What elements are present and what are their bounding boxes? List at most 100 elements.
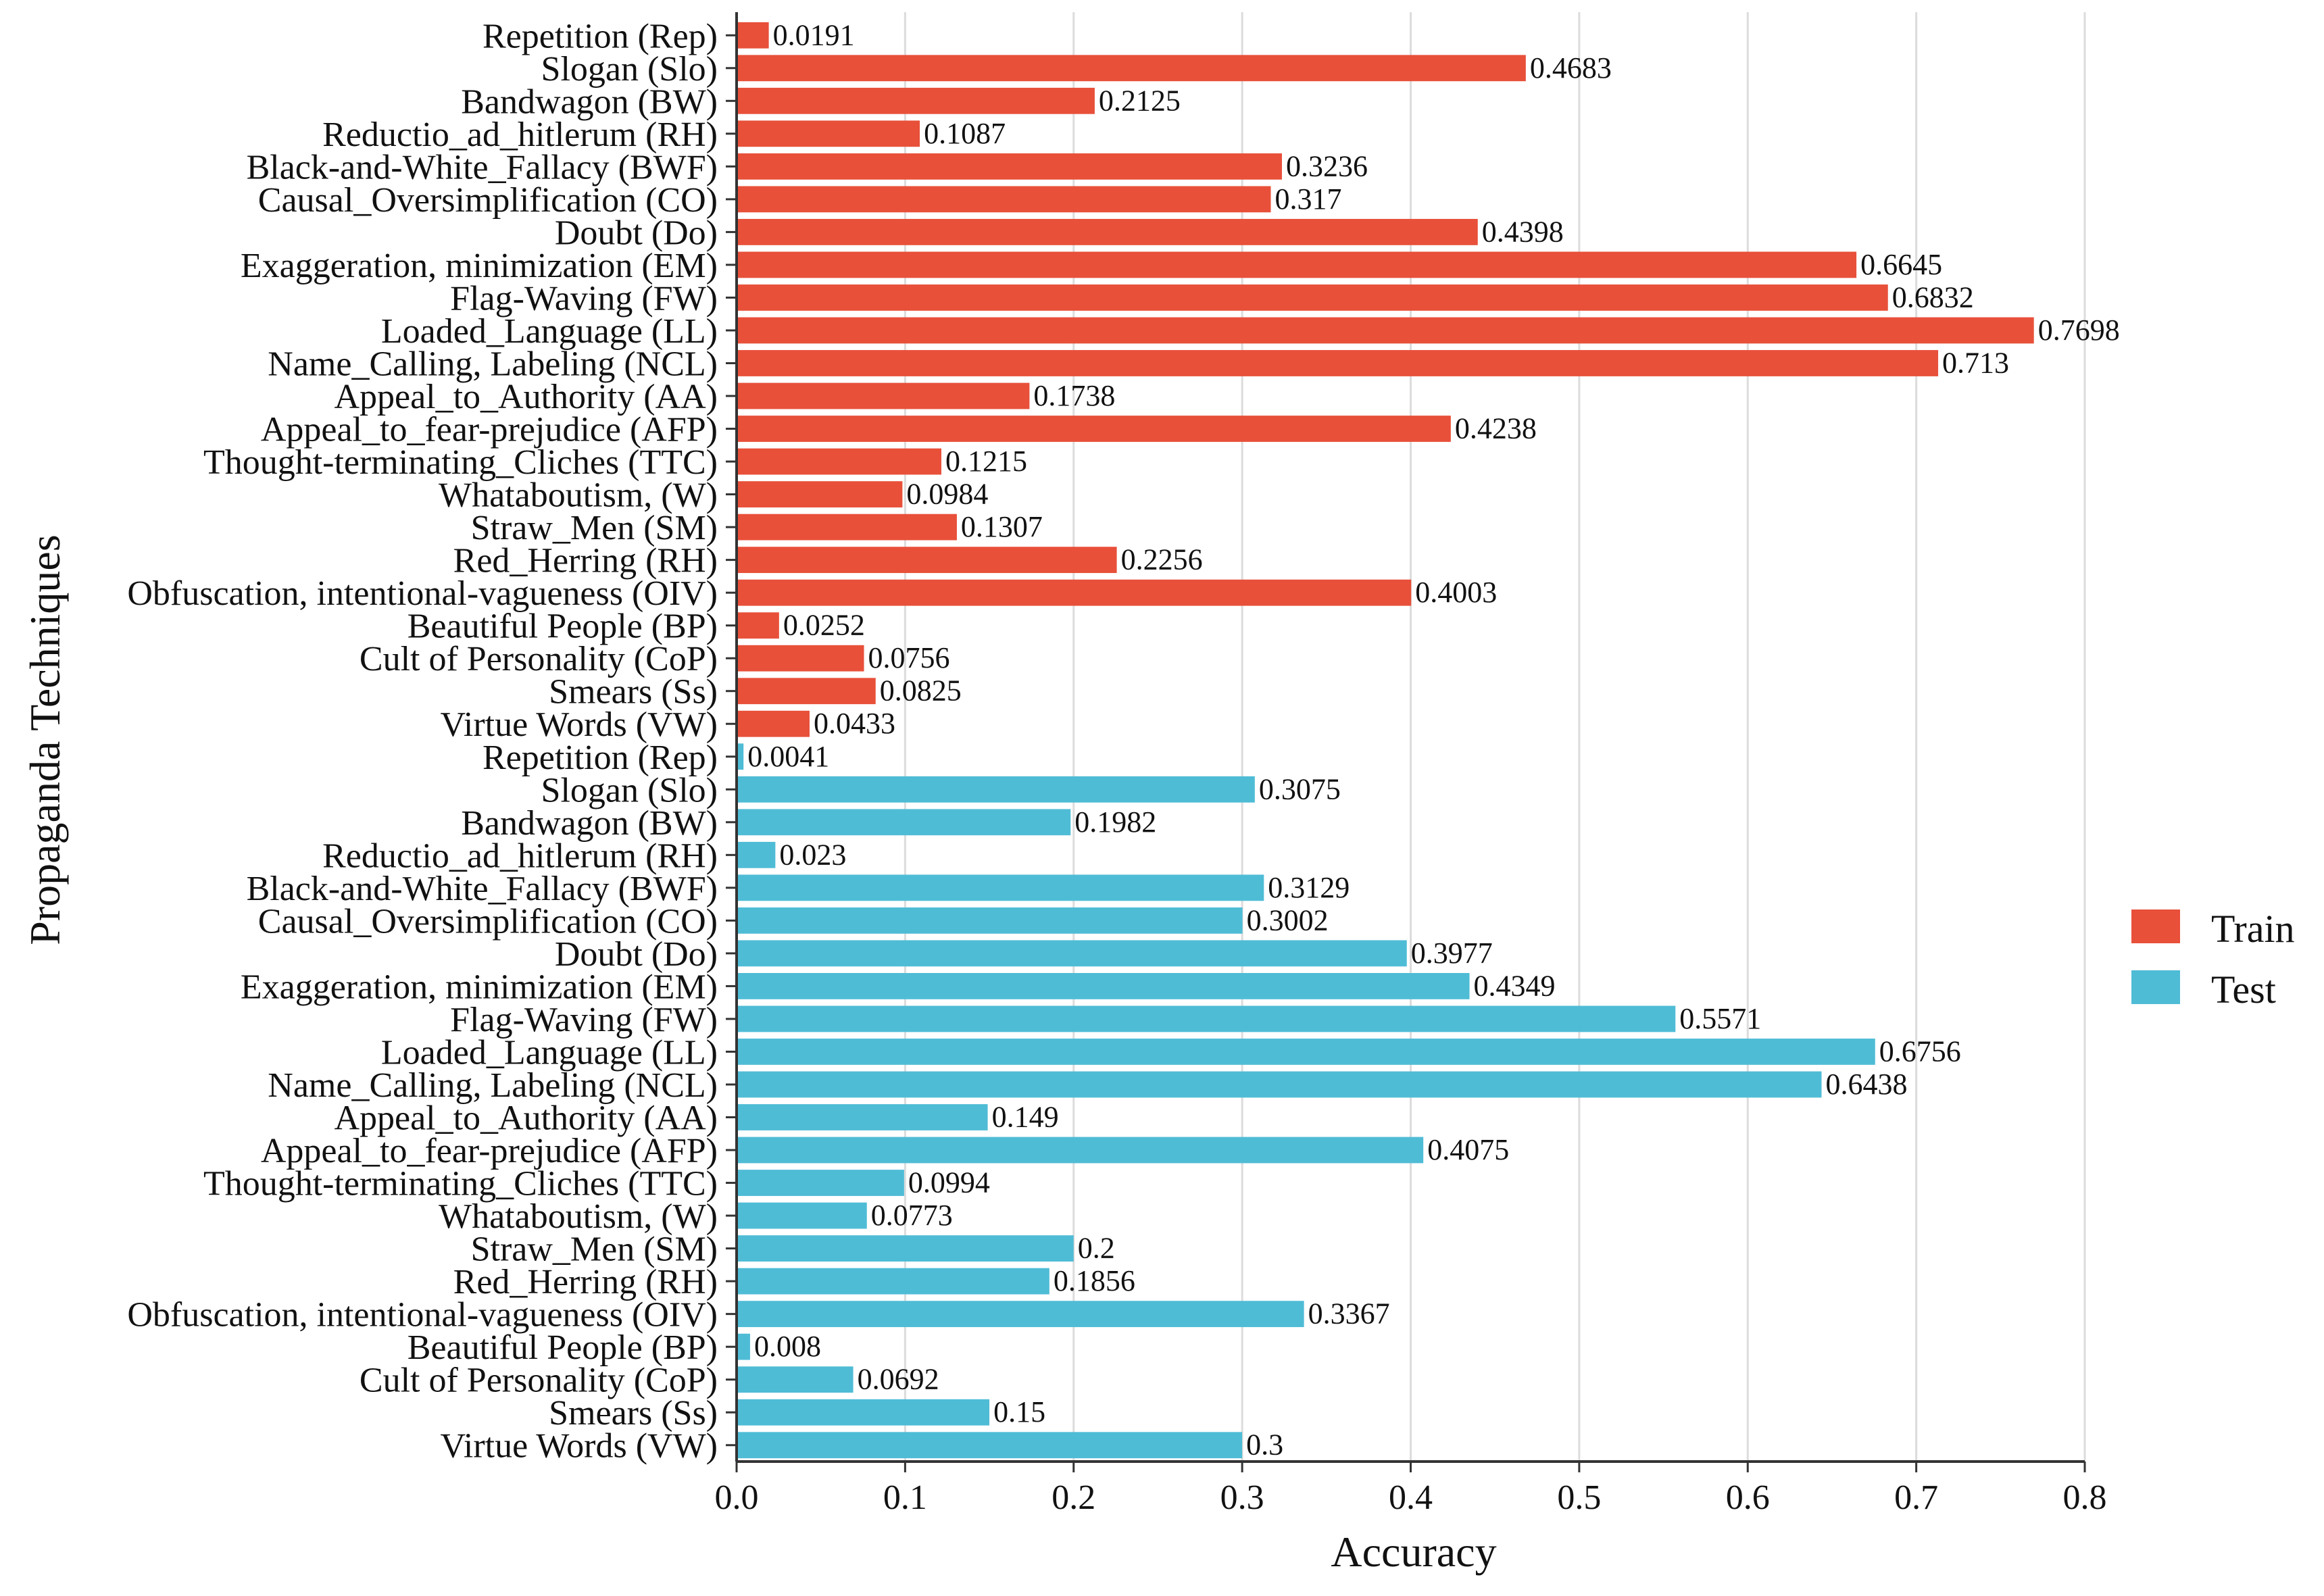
y-tick-label: Obfuscation, intentional-vagueness (OIV): [127, 574, 718, 613]
y-tick-label: Cult of Personality (CoP): [360, 640, 718, 678]
bar-value-label: 0.0252: [783, 609, 865, 642]
y-tick-label: Smears (Ss): [549, 1394, 718, 1432]
bar-value-label: 0.0773: [871, 1199, 953, 1232]
y-tick-label: Thought-terminating_Cliches (TTC): [203, 443, 718, 482]
y-tick-label: Straw_Men (SM): [471, 509, 718, 547]
bar-train: [737, 120, 920, 147]
bar-value-label: 0.7698: [2038, 314, 2120, 347]
bar-test: [737, 1235, 1074, 1262]
bar-train: [737, 514, 957, 541]
y-tick-label: Appeal_to_fear-prejudice (AFP): [261, 411, 718, 449]
bar-test: [737, 973, 1470, 999]
bar-value-label: 0.0041: [747, 740, 829, 773]
x-tick-label: 0.4: [1389, 1478, 1433, 1517]
bars-layer: [737, 22, 2034, 1459]
bar-train: [737, 579, 1412, 606]
bar-value-label: 0.2256: [1121, 543, 1203, 576]
y-tick-label: Whataboutism, (W): [439, 476, 718, 515]
y-tick-label: Doubt (Do): [555, 935, 718, 974]
bar-test: [737, 1039, 1875, 1065]
x-tick-label: 0.2: [1052, 1478, 1095, 1517]
bar-value-label: 0.4075: [1427, 1133, 1509, 1166]
bar-value-label: 0.4238: [1455, 412, 1537, 445]
bar-test: [737, 1170, 904, 1196]
y-tick-label: Causal_Oversimplification (CO): [258, 181, 718, 220]
bar-value-label: 0.4398: [1482, 215, 1564, 248]
y-tick-label: Straw_Men (SM): [471, 1230, 718, 1269]
bar-value-label: 0.0756: [868, 641, 950, 674]
bar-value-label: 0.6756: [1879, 1034, 1961, 1068]
y-tick-label: Red_Herring (RH): [453, 542, 718, 580]
y-tick-label: Flag-Waving (FW): [450, 1001, 718, 1039]
y-tick-label: Exaggeration, minimization (EM): [241, 247, 718, 285]
y-tick-label: Name_Calling, Labeling (NCL): [268, 1066, 718, 1105]
y-tick-label: Repetition (Rep): [483, 17, 718, 55]
bar-value-label: 0.6645: [1860, 248, 1942, 281]
y-tick-label: Reductio_ad_hitlerum (RH): [322, 116, 718, 154]
bar-value-label: 0.023: [779, 838, 846, 871]
x-tick-label: 0.8: [2063, 1478, 2107, 1517]
axes-layer: 0.0 0.1 0.2 0.3 0.4 0.5 0.6 0.7 0.8: [715, 12, 2107, 1517]
y-tick-label: Beautiful People (BP): [407, 1328, 718, 1367]
legend-entry-test[interactable]: Test: [2131, 968, 2276, 1012]
bar-train: [737, 218, 1478, 245]
bar-value-label: 0.3: [1246, 1428, 1283, 1462]
bar-train: [737, 55, 1526, 82]
bar-train: [737, 186, 1271, 213]
bar-test: [737, 809, 1071, 836]
bar-train: [737, 22, 769, 49]
bar-value-label: 0.5571: [1679, 1002, 1761, 1035]
y-tick-label: Black-and-White_Fallacy (BWF): [247, 870, 718, 908]
y-tick-label: Slogan (Slo): [541, 771, 718, 809]
bar-train: [737, 416, 1451, 442]
y-tick-label: Slogan (Slo): [541, 50, 718, 89]
bar-value-label: 0.2125: [1099, 84, 1181, 117]
bar-value-label: 0.15: [993, 1395, 1045, 1428]
labels-layer: 0.0191 Repetition (Rep) 0.4683 Slogan (Slo)…: [127, 17, 2119, 1465]
bar-train: [737, 710, 810, 737]
legend[interactable]: Train Test: [2131, 907, 2295, 1012]
y-tick-label: Appeal_to_Authority (AA): [334, 378, 718, 416]
bar-value-label: 0.0984: [906, 478, 988, 511]
bar-train: [737, 612, 779, 639]
bar-test: [737, 1432, 1243, 1459]
bar-train: [737, 481, 903, 507]
bar-value-label: 0.0191: [773, 18, 855, 51]
y-tick-label: Bandwagon (BW): [461, 804, 718, 843]
bar-value-label: 0.4003: [1415, 576, 1497, 609]
bar-value-label: 0.149: [992, 1101, 1059, 1134]
bar-test: [737, 743, 744, 770]
bar-value-label: 0.3129: [1268, 871, 1350, 904]
y-tick-label: Doubt (Do): [555, 214, 718, 252]
x-tick-label: 0.1: [883, 1478, 927, 1517]
x-tick-label: 0.6: [1726, 1478, 1770, 1517]
legend-entry-train[interactable]: Train: [2131, 907, 2295, 951]
bar-value-label: 0.1215: [945, 445, 1027, 478]
bar-value-label: 0.317: [1275, 182, 1342, 216]
bar-test: [737, 1071, 1822, 1098]
y-tick-label: Loaded_Language (LL): [381, 1033, 718, 1072]
y-tick-label: Appeal_to_fear-prejudice (AFP): [261, 1132, 718, 1170]
bar-train: [737, 251, 1857, 278]
bar-test: [737, 1333, 750, 1360]
bar-value-label: 0.713: [1942, 346, 2009, 379]
bar-value-label: 0.4349: [1474, 969, 1556, 1002]
bar-value-label: 0.6438: [1825, 1068, 1907, 1101]
bar-train: [737, 678, 876, 705]
bar-train: [737, 382, 1030, 409]
y-axis-title: Propaganda Techniques: [21, 534, 69, 945]
bar-test: [737, 776, 1255, 803]
bar-value-label: 0.0692: [858, 1363, 939, 1396]
bar-train: [737, 350, 1939, 376]
bar-train: [737, 448, 941, 475]
legend-label-train: Train: [2211, 907, 2295, 951]
bar-value-label: 0.2: [1078, 1232, 1115, 1265]
bar-test: [737, 1104, 988, 1130]
bar-test: [737, 1202, 867, 1229]
bar-value-label: 0.3977: [1411, 937, 1493, 970]
x-axis-title: Accuracy: [1331, 1528, 1496, 1576]
bar-test: [737, 1366, 854, 1393]
bar-value-label: 0.6832: [1892, 280, 1974, 314]
y-tick-label: Flag-Waving (FW): [450, 279, 718, 318]
bar-test: [737, 1399, 990, 1426]
